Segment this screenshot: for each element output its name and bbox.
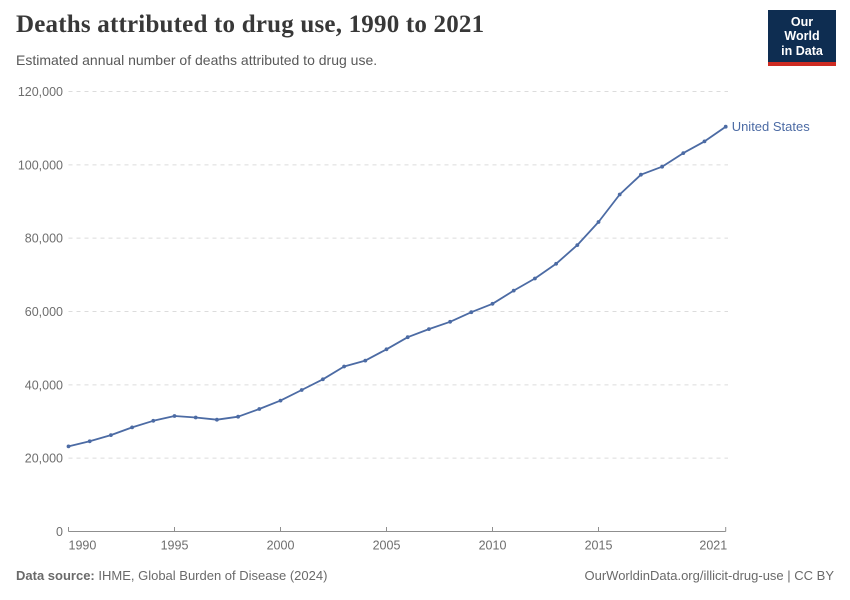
- data-point-2013[interactable]: [554, 261, 558, 266]
- series-line[interactable]: [67, 125, 727, 448]
- data-point-2010[interactable]: [490, 301, 495, 306]
- data-point-1999[interactable]: [257, 407, 262, 411]
- owid-logo-line1: Our World: [784, 15, 820, 44]
- data-point-2007[interactable]: [427, 327, 431, 331]
- data-point-1990[interactable]: [66, 444, 71, 449]
- data-point-1998[interactable]: [236, 414, 241, 419]
- data-point-2018[interactable]: [660, 164, 664, 169]
- owid-logo-line2: in Data: [781, 43, 823, 58]
- y-axis-tick-label: 60,000: [25, 305, 63, 319]
- x-axis-tick-label: 2021: [699, 539, 727, 553]
- data-point-1993[interactable]: [130, 425, 135, 430]
- data-point-2021[interactable]: [723, 124, 728, 129]
- data-point-1995[interactable]: [172, 414, 177, 418]
- data-point-2016[interactable]: [617, 192, 622, 197]
- data-point-2015[interactable]: [596, 220, 601, 224]
- y-gridlines: 0 20,000 40,000 60,000 80,000 100,000 120,000: [18, 85, 728, 539]
- owid-logo[interactable]: Our World in Data: [768, 10, 836, 67]
- data-point-2002[interactable]: [321, 377, 325, 382]
- data-point-2020[interactable]: [702, 139, 707, 144]
- chart-footer: Data source: IHME, Global Burden of Dise…: [16, 568, 834, 583]
- owid-logo-accent-strip: [768, 62, 836, 67]
- y-axis-tick-label: 40,000: [25, 378, 63, 392]
- y-axis-tick-label: 80,000: [25, 232, 63, 246]
- data-point-2019[interactable]: [681, 151, 686, 156]
- data-point-2012[interactable]: [533, 276, 537, 281]
- data-point-2001[interactable]: [299, 388, 304, 392]
- data-point-2004[interactable]: [363, 358, 368, 363]
- data-point-2005[interactable]: [384, 347, 389, 352]
- data-source: Data source: IHME, Global Burden of Dise…: [16, 568, 327, 583]
- data-point-1992[interactable]: [109, 433, 113, 437]
- x-axis: 1990 1995 2000 2005 2010 2015 2021: [68, 527, 727, 553]
- data-source-value: IHME, Global Burden of Disease (2024): [94, 568, 328, 583]
- data-point-2009[interactable]: [469, 310, 474, 315]
- x-axis-tick-label: 2000: [267, 539, 295, 553]
- owid-logo-box: Our World in Data: [768, 10, 836, 63]
- x-axis-tick-label: 1990: [69, 539, 97, 553]
- series-united-states[interactable]: United States: [66, 119, 811, 449]
- x-axis-tick-label: 1995: [161, 539, 189, 553]
- data-point-2003[interactable]: [342, 364, 346, 369]
- data-point-1996[interactable]: [193, 415, 198, 420]
- chart-subtitle: Estimated annual number of deaths attrib…: [16, 52, 378, 68]
- x-axis-tick-label: 2005: [373, 539, 401, 553]
- y-axis-tick-label: 120,000: [18, 85, 63, 99]
- x-axis-tick-label: 2010: [479, 539, 507, 553]
- data-point-1994[interactable]: [151, 418, 156, 423]
- data-point-2017[interactable]: [639, 172, 643, 177]
- y-axis-tick-label: 0: [56, 525, 63, 539]
- y-axis-tick-label: 20,000: [25, 452, 63, 466]
- data-point-2011[interactable]: [511, 288, 516, 293]
- data-point-2006[interactable]: [405, 335, 410, 340]
- x-axis-tick-label: 2015: [585, 539, 613, 553]
- data-point-2014[interactable]: [575, 243, 580, 248]
- data-point-2008[interactable]: [448, 319, 452, 324]
- series-end-label[interactable]: United States: [732, 119, 811, 134]
- data-source-label: Data source:: [16, 568, 95, 583]
- page-title: Deaths attributed to drug use, 1990 to 2…: [16, 11, 485, 38]
- attribution-link[interactable]: OurWorldinData.org/illicit-drug-use | CC…: [584, 568, 835, 583]
- data-point-1991[interactable]: [87, 439, 92, 444]
- data-point-2000[interactable]: [278, 398, 283, 403]
- y-axis-tick-label: 100,000: [18, 158, 63, 172]
- data-point-1997[interactable]: [215, 417, 219, 422]
